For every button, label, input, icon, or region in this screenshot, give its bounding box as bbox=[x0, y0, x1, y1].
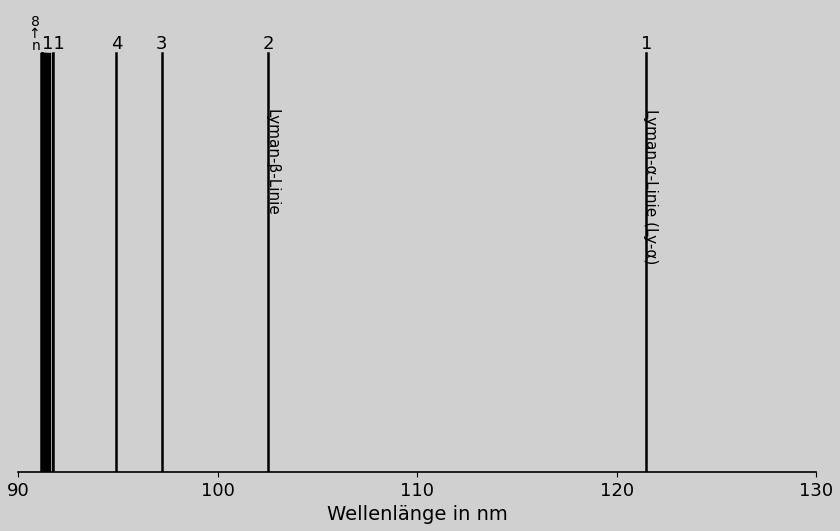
Text: 11: 11 bbox=[42, 36, 65, 54]
X-axis label: Wellenlänge in nm: Wellenlänge in nm bbox=[327, 505, 507, 524]
Text: 8
↑
n: 8 ↑ n bbox=[29, 15, 40, 54]
Text: 3: 3 bbox=[156, 36, 168, 54]
Text: 2: 2 bbox=[262, 36, 274, 54]
Text: 1: 1 bbox=[641, 36, 652, 54]
Text: 4: 4 bbox=[111, 36, 122, 54]
Text: Lyman-α-Linie (Ly-α): Lyman-α-Linie (Ly-α) bbox=[643, 109, 659, 264]
Text: Lyman-β-Linie: Lyman-β-Linie bbox=[265, 109, 280, 216]
